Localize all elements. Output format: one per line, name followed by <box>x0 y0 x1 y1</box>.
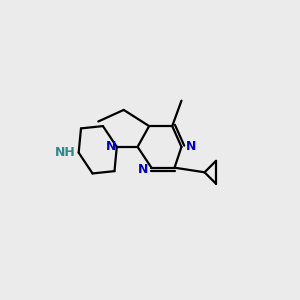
Text: N: N <box>138 163 148 176</box>
Text: N: N <box>106 140 116 153</box>
Text: N: N <box>186 140 196 153</box>
Text: NH: NH <box>55 146 75 159</box>
